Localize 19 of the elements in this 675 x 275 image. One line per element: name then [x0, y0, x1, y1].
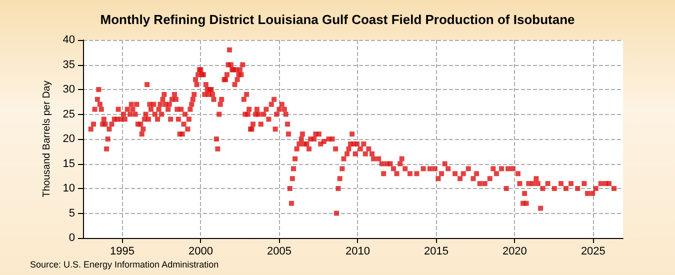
x-tick-label: 2005: [266, 246, 292, 258]
y-tick-label: 15: [62, 158, 75, 170]
y-tick-label: 0: [68, 232, 75, 244]
y-tick-label: 5: [68, 207, 75, 220]
x-tick-label: 2020: [502, 246, 527, 258]
y-tick-label: 40: [62, 34, 75, 46]
y-axis-title: Thousand Barrels per Day: [41, 80, 52, 198]
x-tick-label: 2000: [188, 246, 213, 258]
x-tick-label: 1995: [110, 246, 134, 258]
y-tick-label: 30: [62, 84, 75, 96]
source-note: Source: U.S. Energy Information Administration: [30, 260, 219, 270]
y-tick-label: 20: [62, 133, 75, 145]
x-tick-label: 2025: [580, 246, 606, 258]
x-tick-label: 2010: [345, 246, 370, 258]
y-tick-label: 10: [62, 182, 75, 194]
chart-title: Monthly Refining District Louisiana Gulf Coast Field Production of Isobutane: [100, 12, 575, 27]
y-tick-label: 35: [62, 58, 75, 71]
x-tick-label: 2015: [424, 246, 448, 258]
y-tick-label: 25: [62, 108, 75, 120]
